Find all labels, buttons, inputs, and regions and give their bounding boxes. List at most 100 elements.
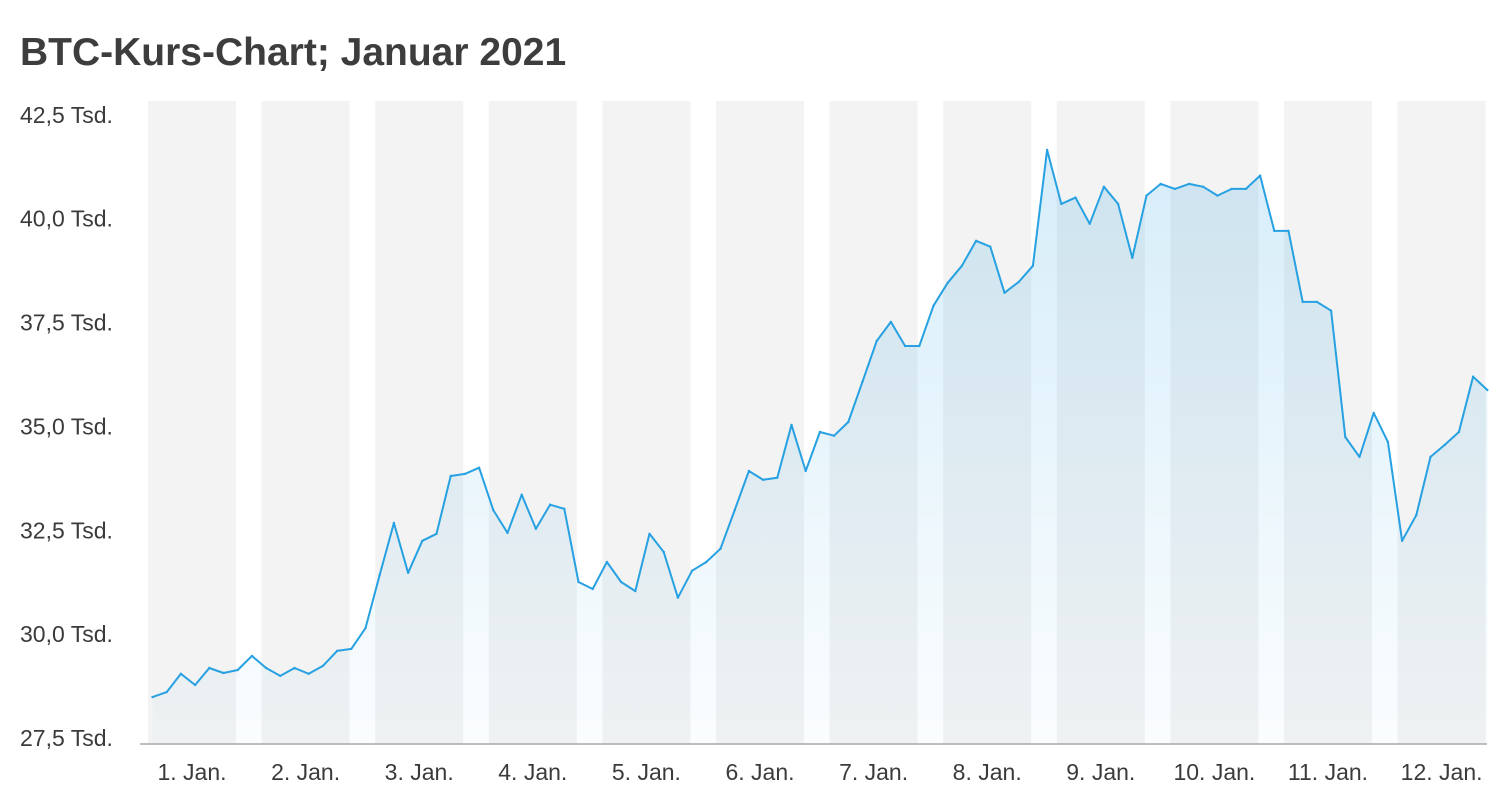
data-point xyxy=(193,683,197,687)
data-point xyxy=(1187,182,1191,186)
data-point xyxy=(1173,187,1177,191)
data-point xyxy=(250,654,254,658)
x-tick-label: 2. Jan. xyxy=(271,759,340,785)
x-tick-label: 3. Jan. xyxy=(385,759,454,785)
data-point xyxy=(776,476,779,479)
data-point xyxy=(861,380,864,383)
data-point xyxy=(520,493,523,496)
data-point xyxy=(591,587,594,591)
x-tick-label: 12. Jan. xyxy=(1401,759,1483,785)
data-point xyxy=(1088,222,1091,225)
data-point xyxy=(1017,280,1020,284)
x-tick-label: 1. Jan. xyxy=(157,759,226,785)
data-point xyxy=(1301,300,1304,304)
x-axis-tick-labels: 1. Jan. 2. Jan. 3. Jan. 4. Jan. 5. Jan. 6. Ja… xyxy=(157,759,1482,785)
data-point xyxy=(179,672,183,675)
data-point xyxy=(321,664,325,668)
data-point xyxy=(690,569,694,572)
data-point xyxy=(662,550,665,554)
data-point xyxy=(1315,300,1319,304)
data-point xyxy=(1045,148,1049,152)
data-point xyxy=(1287,229,1290,233)
y-tick-label: 27,5 Tsd. xyxy=(20,725,113,751)
data-point xyxy=(1443,443,1446,447)
data-point xyxy=(222,671,225,675)
chart-title: BTC-Kurs-Chart; Januar 2021 xyxy=(20,31,567,74)
data-point xyxy=(619,580,623,584)
day-band xyxy=(261,101,350,744)
data-point xyxy=(1372,411,1375,415)
y-axis-tick-labels: 27,5 Tsd. 30,0 Tsd. 32,5 Tsd. 35,0 Tsd. 37,5… xyxy=(20,102,113,751)
data-point xyxy=(903,344,907,348)
data-point xyxy=(307,672,310,675)
y-tick-label: 32,5 Tsd. xyxy=(20,517,113,543)
data-point xyxy=(889,320,893,324)
data-point xyxy=(1003,291,1006,294)
data-point xyxy=(1102,185,1106,188)
data-point xyxy=(1230,187,1233,191)
x-tick-label: 10. Jan. xyxy=(1173,759,1255,785)
data-point xyxy=(463,472,467,476)
y-tick-label: 30,0 Tsd. xyxy=(20,621,113,647)
data-point xyxy=(392,521,396,525)
data-point xyxy=(236,668,239,672)
data-point xyxy=(492,508,495,512)
data-point xyxy=(421,539,424,542)
data-point xyxy=(1145,194,1148,197)
data-point xyxy=(208,666,211,670)
data-point xyxy=(605,560,609,564)
data-point xyxy=(1400,539,1404,542)
data-point xyxy=(264,666,268,670)
data-point xyxy=(563,507,566,510)
data-point xyxy=(1031,264,1035,267)
data-point xyxy=(293,666,296,670)
data-point xyxy=(974,239,978,242)
data-point xyxy=(1344,435,1347,439)
data-point xyxy=(1074,196,1077,199)
data-point xyxy=(378,573,381,577)
data-point xyxy=(918,344,921,348)
data-point xyxy=(151,695,154,699)
y-tick-label: 42,5 Tsd. xyxy=(20,102,113,128)
data-point xyxy=(548,503,552,506)
data-point xyxy=(1060,202,1063,206)
data-point xyxy=(875,339,878,343)
data-point xyxy=(1358,455,1361,459)
data-point xyxy=(989,245,992,248)
x-tick-label: 5. Jan. xyxy=(612,759,681,785)
data-point xyxy=(832,434,836,437)
data-point xyxy=(790,423,793,427)
data-point xyxy=(946,281,949,284)
data-point xyxy=(960,264,964,267)
data-point xyxy=(406,571,410,574)
data-point xyxy=(1429,455,1432,459)
data-point xyxy=(534,527,538,530)
data-point xyxy=(818,430,822,434)
data-point xyxy=(733,508,736,512)
data-point xyxy=(1486,388,1489,392)
data-point xyxy=(648,532,651,535)
x-tick-label: 4. Jan. xyxy=(498,759,567,785)
x-tick-label: 6. Jan. xyxy=(725,759,794,785)
data-point xyxy=(634,589,637,593)
y-tick-label: 37,5 Tsd. xyxy=(20,310,113,336)
data-point xyxy=(705,560,708,564)
data-point xyxy=(350,647,353,651)
data-point xyxy=(335,649,339,653)
x-tick-label: 9. Jan. xyxy=(1066,759,1135,785)
data-point xyxy=(1471,375,1475,378)
day-band xyxy=(148,101,236,744)
x-tick-label: 11. Jan. xyxy=(1288,759,1368,785)
y-tick-label: 40,0 Tsd. xyxy=(20,206,113,232)
data-point xyxy=(1258,174,1262,177)
x-tick-label: 8. Jan. xyxy=(953,759,1022,785)
data-point xyxy=(1244,187,1248,191)
data-point xyxy=(165,690,168,694)
data-point xyxy=(1273,229,1276,233)
data-point xyxy=(847,420,850,424)
data-point xyxy=(676,596,680,599)
data-point xyxy=(1457,430,1461,434)
data-point xyxy=(477,466,481,469)
data-point xyxy=(279,674,282,678)
